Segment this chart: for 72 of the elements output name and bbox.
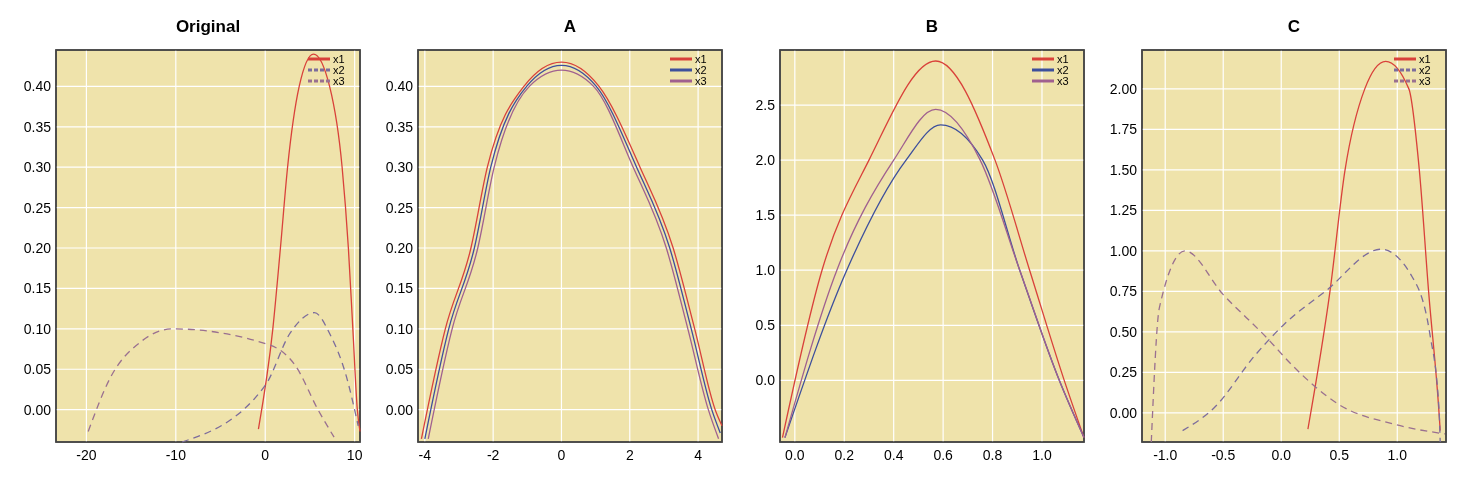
y-tick-label: 1.50: [1109, 161, 1138, 178]
y-tick-label: 0.20: [385, 240, 414, 257]
x-tick-label: 4: [694, 447, 703, 463]
legend-label: x3: [333, 75, 345, 87]
x-tick-label: 1.0: [1387, 447, 1408, 463]
y-tick-label: 0.15: [23, 280, 52, 297]
y-tick-label: 0.00: [1109, 404, 1138, 421]
y-tick-label: 0.35: [385, 118, 414, 135]
x-tick-label: 1.0: [1032, 447, 1052, 463]
legend-label: x3: [1419, 75, 1431, 87]
y-tick-label: 0.05: [385, 361, 414, 378]
y-tick-label: 0.25: [1109, 364, 1138, 381]
x-tick-label: 0.0: [1271, 447, 1292, 463]
x-tick-label: -4: [418, 447, 432, 463]
y-tick-label: 0.15: [385, 280, 414, 297]
x-tick-label: -0.5: [1211, 447, 1236, 463]
x-tick-label: 0.0: [785, 447, 805, 463]
x-tick-label: -1.0: [1153, 447, 1178, 463]
y-tick-label: 0.00: [385, 401, 414, 418]
y-tick-label: 0.10: [23, 320, 52, 337]
y-tick-label: 0.25: [23, 199, 52, 216]
x-tick-label: 0: [557, 447, 566, 463]
y-tick-label: 0.30: [385, 159, 414, 176]
x-tick-label: 0: [261, 447, 270, 463]
y-tick-label: 0.40: [385, 78, 414, 95]
y-tick-label: 0.00: [23, 401, 52, 418]
y-tick-label: 2.5: [755, 97, 776, 114]
chart-title: A: [563, 17, 577, 36]
y-tick-label: 0.0: [755, 372, 776, 389]
y-tick-label: 0.40: [23, 78, 52, 95]
y-tick-label: 0.5: [755, 317, 776, 334]
y-tick-label: 0.25: [385, 199, 414, 216]
y-tick-label: 0.50: [1109, 323, 1138, 340]
y-tick-label: 0.05: [23, 361, 52, 378]
y-tick-label: 0.10: [385, 320, 414, 337]
legend-label: x2: [695, 64, 707, 76]
legend-label: x3: [695, 75, 707, 87]
x-tick-label: 10: [346, 447, 363, 463]
chart-title: C: [1287, 17, 1301, 36]
legend-label: x3: [1057, 75, 1069, 87]
x-tick-label: 0.6: [933, 447, 954, 463]
legend-label: x2: [1419, 64, 1431, 76]
y-tick-label: 0.35: [23, 118, 52, 135]
y-tick-label: 1.75: [1109, 121, 1138, 138]
x-tick-label: 0.5: [1329, 447, 1350, 463]
y-tick-label: 0.20: [23, 240, 52, 257]
legend-label: x1: [333, 53, 345, 65]
x-tick-label: 0.2: [834, 447, 855, 463]
y-tick-label: 0.30: [23, 159, 52, 176]
line-series: [181, 312, 359, 443]
legend-label: x2: [333, 64, 345, 76]
x-tick-label: 0.8: [982, 447, 1003, 463]
legend-label: x1: [1057, 53, 1069, 65]
x-tick-label: 2: [625, 447, 634, 463]
x-tick-label: 0.4: [883, 447, 904, 463]
x-tick-label: -2: [486, 447, 500, 463]
y-tick-label: 1.00: [1109, 242, 1138, 259]
y-tick-label: 1.5: [755, 207, 776, 224]
chart-title: B: [925, 17, 939, 36]
y-tick-label: 2.00: [1109, 80, 1138, 97]
y-tick-label: 2.0: [755, 152, 776, 169]
legend-label: x1: [1419, 53, 1431, 65]
legend-label: x2: [1057, 64, 1069, 76]
chart-title: Original: [175, 17, 241, 36]
line-series: [257, 53, 361, 433]
x-tick-label: -10: [165, 447, 187, 463]
legend-label: x1: [695, 53, 707, 65]
line-series: [87, 328, 335, 438]
y-tick-label: 1.25: [1109, 202, 1138, 219]
y-tick-label: 0.75: [1109, 283, 1138, 300]
x-tick-label: -20: [76, 447, 97, 463]
y-tick-label: 1.0: [755, 262, 776, 279]
